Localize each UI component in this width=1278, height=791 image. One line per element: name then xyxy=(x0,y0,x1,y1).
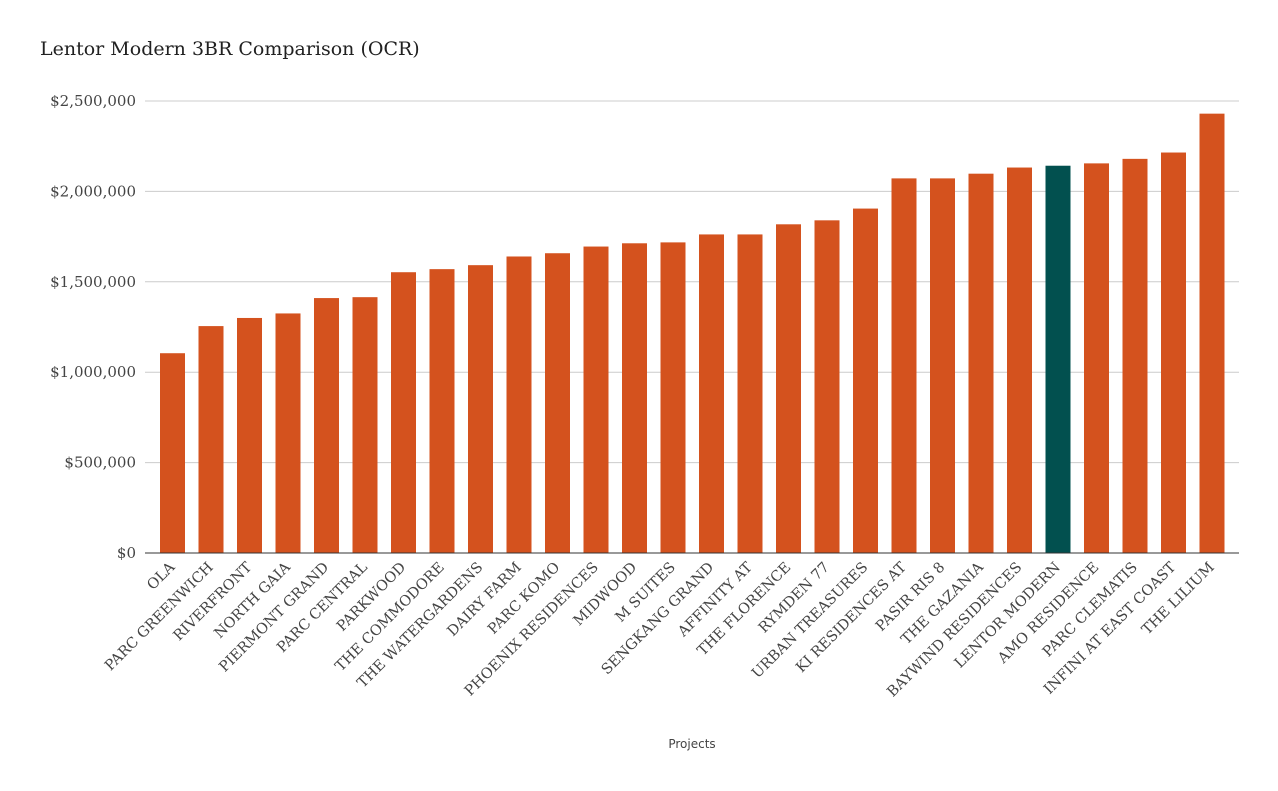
bar xyxy=(545,253,570,554)
bar xyxy=(583,246,609,553)
bar xyxy=(429,269,455,553)
bar xyxy=(1045,165,1071,554)
bars xyxy=(160,113,1225,554)
x-tick-label: OLA xyxy=(144,559,178,593)
bar xyxy=(391,272,416,553)
bar xyxy=(275,313,301,553)
bar xyxy=(660,242,686,553)
bar xyxy=(237,317,262,553)
y-axis-ticks: $0 $500,000 $1,000,000 $1,500,000 $2,000,000… xyxy=(50,92,136,562)
y-tick-label: $0 xyxy=(117,544,136,562)
bar xyxy=(968,173,994,554)
y-tick-label: $1,000,000 xyxy=(50,363,136,381)
bar xyxy=(198,326,224,553)
bar xyxy=(1122,158,1148,553)
y-tick-label: $1,500,000 xyxy=(50,273,136,291)
bar xyxy=(814,220,840,553)
bar xyxy=(853,208,878,554)
bar xyxy=(930,178,955,554)
y-tick-label: $2,500,000 xyxy=(50,92,136,110)
bar xyxy=(160,353,185,553)
bar xyxy=(891,178,917,554)
chart-title: Lentor Modern 3BR Comparison (OCR) xyxy=(40,38,420,60)
bar xyxy=(468,265,493,553)
bar xyxy=(699,234,724,553)
y-tick-label: $500,000 xyxy=(64,454,136,472)
bar xyxy=(352,297,378,553)
bar xyxy=(776,224,801,553)
bar xyxy=(1161,152,1186,553)
y-tick-label: $2,000,000 xyxy=(50,182,136,200)
bar xyxy=(622,243,647,553)
bar xyxy=(1199,113,1225,553)
x-axis-label: Projects xyxy=(668,737,715,751)
bar xyxy=(1084,163,1109,553)
bar xyxy=(506,256,532,553)
bar xyxy=(314,298,339,553)
gridlines xyxy=(145,100,1239,464)
bar xyxy=(737,234,763,553)
bar xyxy=(1007,167,1032,553)
